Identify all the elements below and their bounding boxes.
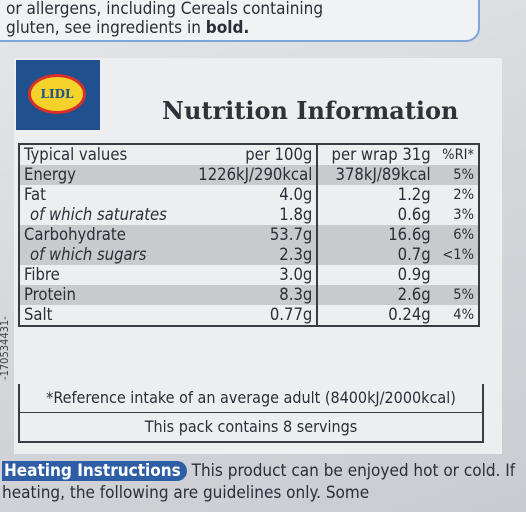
table-cell: 53.7g bbox=[269, 225, 313, 244]
table-cell: 0.9g bbox=[316, 265, 435, 285]
table-cell: Carbohydrate bbox=[24, 225, 126, 244]
allergen-text: gluten, see ingredients in bbox=[6, 18, 201, 38]
table-row: Carbohydrate 53.7g 16.6g 6% bbox=[19, 225, 479, 245]
footnote: *Reference intake of an average adult (8… bbox=[46, 388, 456, 407]
table-cell: per 100g bbox=[245, 145, 313, 164]
table-cell: 378kJ/89kcal bbox=[316, 165, 435, 185]
side-code: -170534431- bbox=[0, 316, 11, 380]
table-cell: 0.7g bbox=[316, 245, 435, 265]
table-row: Energy 1226kJ/290kcal 378kJ/89kcal 5% bbox=[19, 165, 479, 185]
table-cell: 5% bbox=[453, 167, 474, 183]
table-cell: Fibre bbox=[24, 265, 60, 284]
table-cell: 3% bbox=[453, 207, 474, 223]
table-cell: Energy bbox=[24, 165, 76, 184]
table-cell bbox=[435, 265, 479, 285]
table-cell: 4.0g bbox=[279, 185, 313, 204]
nutrition-table: Typical values per 100g per wrap 31g %RI* En… bbox=[18, 143, 480, 327]
heating: Heating Instructions This product can be… bbox=[0, 460, 526, 504]
table-cell: 1226kJ/290kcal bbox=[198, 165, 313, 184]
table-cell: 2.6g bbox=[316, 285, 435, 305]
table-row: of which saturates 1.8g 0.6g 3% bbox=[19, 205, 479, 225]
table-cell: 4% bbox=[453, 307, 474, 323]
table-cell: of which saturates bbox=[30, 205, 167, 224]
footnotes: *Reference intake of an average adult (8… bbox=[18, 384, 484, 443]
table-row: Salt 0.77g 0.24g 4% bbox=[19, 305, 479, 326]
allergen-note: or allergens, including Cereals containi… bbox=[0, 0, 480, 42]
table-row: of which sugars 2.3g 0.7g <1% bbox=[19, 245, 479, 265]
table-cell: per wrap 31g bbox=[316, 144, 435, 165]
table-cell: 1.8g bbox=[279, 205, 313, 224]
allergen-bold: bold. bbox=[205, 18, 250, 38]
table-cell: 6% bbox=[453, 227, 474, 243]
allergen-line: gluten, see ingredients in bold. bbox=[6, 19, 478, 38]
heating-text: This product can be enjoyed hot or cold.… bbox=[2, 461, 516, 503]
table-cell: Typical values bbox=[24, 145, 128, 164]
table-cell: <1% bbox=[442, 247, 474, 263]
table-cell: Protein bbox=[24, 285, 76, 304]
logo-text: LIDL bbox=[28, 74, 86, 114]
title: Nutrition Information bbox=[162, 96, 459, 125]
table-cell: 3.0g bbox=[279, 265, 313, 284]
table-row: Fat 4.0g 1.2g 2% bbox=[19, 185, 479, 205]
table-cell: Fat bbox=[24, 185, 46, 204]
table-cell: 1.2g bbox=[316, 185, 435, 205]
table-cell: 16.6g bbox=[316, 225, 435, 245]
table-cell: 0.77g bbox=[269, 305, 313, 324]
table-cell: 8.3g bbox=[279, 285, 313, 304]
table-row: Typical values per 100g per wrap 31g %RI* bbox=[19, 144, 479, 165]
table-row: Protein 8.3g 2.6g 5% bbox=[19, 285, 479, 305]
table-cell: %RI* bbox=[442, 147, 474, 163]
servings: This pack contains 8 servings bbox=[20, 412, 482, 441]
table-cell: Salt bbox=[24, 305, 53, 324]
table-cell: 2% bbox=[453, 187, 474, 203]
table-cell: 0.6g bbox=[316, 205, 435, 225]
allergen-line: or allergens, including Cereals containi… bbox=[6, 0, 324, 19]
table-cell: 2.3g bbox=[279, 245, 313, 264]
table-cell: of which sugars bbox=[30, 245, 147, 264]
table-cell: 5% bbox=[453, 287, 474, 303]
logo: LIDL bbox=[16, 60, 100, 130]
table-cell: 0.24g bbox=[316, 305, 435, 326]
table-row: Fibre 3.0g 0.9g bbox=[19, 265, 479, 285]
heating-badge: Heating Instructions bbox=[2, 461, 187, 481]
